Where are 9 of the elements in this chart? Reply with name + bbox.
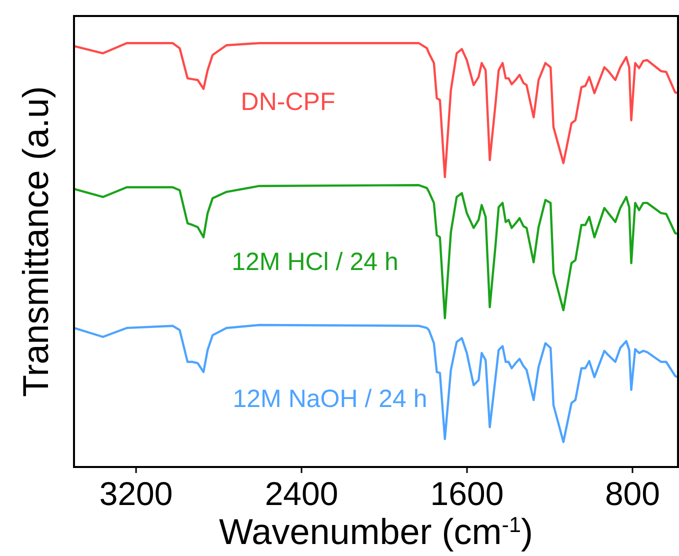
x-tick-label: 3200: [99, 475, 173, 512]
x-tick-label: 1600: [430, 475, 504, 512]
series-label: DN-CPF: [240, 88, 336, 116]
series-label: 12M NaOH / 24 h: [232, 385, 428, 413]
series-label: 12M HCl / 24 h: [232, 248, 398, 276]
x-axis-title: Wavenumber (cm$^{-1}$): [219, 511, 533, 552]
y-axis-title: Transmittance (a.u): [15, 86, 56, 397]
x-tick-label: 2400: [264, 475, 338, 512]
x-tick-label: 800: [604, 475, 660, 512]
